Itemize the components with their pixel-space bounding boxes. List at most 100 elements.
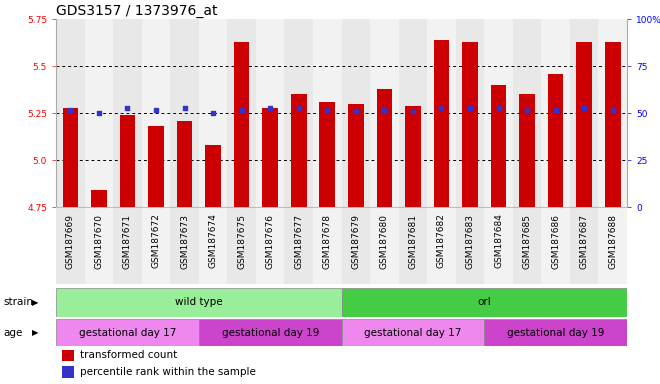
Bar [170,207,199,284]
Bar [427,207,455,284]
Point [322,106,333,113]
Bar [319,102,335,207]
Point [550,106,561,113]
Point [607,106,618,113]
Text: GSM187669: GSM187669 [66,214,75,268]
Text: GSM187674: GSM187674 [209,214,218,268]
Text: strain: strain [3,297,33,308]
Bar [262,108,278,207]
Bar [484,207,513,284]
Text: orl: orl [477,297,491,308]
Bar [284,207,313,284]
Bar [63,108,79,207]
Text: GSM187685: GSM187685 [523,214,531,268]
Text: GSM187679: GSM187679 [351,214,360,268]
Bar [148,126,164,207]
Bar [177,121,193,207]
Bar [427,19,455,207]
Text: GSM187675: GSM187675 [237,214,246,268]
Bar [313,19,342,207]
Point [465,104,475,111]
Bar [199,319,342,346]
Text: GSM187678: GSM187678 [323,214,332,268]
Bar [56,288,342,317]
Text: GSM187671: GSM187671 [123,214,132,268]
Text: GSM187682: GSM187682 [437,214,446,268]
Bar [599,207,627,284]
Text: GSM187684: GSM187684 [494,214,503,268]
Bar [399,207,427,284]
Text: GSM187676: GSM187676 [266,214,275,268]
Bar [342,207,370,284]
Bar [484,19,513,207]
Point [379,106,389,113]
Point [579,104,589,111]
Bar [119,115,135,207]
Bar [142,207,170,284]
Point [294,104,304,111]
Bar [513,207,541,284]
Text: GDS3157 / 1373976_at: GDS3157 / 1373976_at [56,4,218,18]
Text: age: age [3,328,22,338]
Bar [342,319,484,346]
Point [350,108,361,114]
Bar [570,19,599,207]
Bar [114,19,142,207]
Bar [142,19,170,207]
Bar [56,319,199,346]
Text: GSM187687: GSM187687 [579,214,589,268]
Bar [376,89,392,207]
Bar [405,106,421,207]
Bar [599,19,627,207]
Bar [91,190,107,207]
Bar [199,207,227,284]
Bar [370,19,399,207]
Text: wild type: wild type [175,297,222,308]
Point [150,106,161,113]
Bar [455,207,484,284]
Bar [541,19,570,207]
Text: gestational day 19: gestational day 19 [507,328,605,338]
Bar [205,145,221,207]
Bar [342,288,627,317]
Bar [256,19,284,207]
Text: GSM187673: GSM187673 [180,214,189,268]
Bar [348,104,364,207]
Point [493,104,504,111]
Bar [370,207,399,284]
Point [436,104,447,111]
Text: GSM187688: GSM187688 [609,214,617,268]
Bar [284,19,313,207]
Bar [56,207,84,284]
Text: GSM187683: GSM187683 [465,214,475,268]
Bar [570,207,599,284]
Point [408,108,418,114]
Bar [62,366,75,377]
Bar [519,94,535,207]
Text: GSM187680: GSM187680 [380,214,389,268]
Point [122,104,133,111]
Bar [548,74,564,207]
Bar [342,19,370,207]
Bar [399,19,427,207]
Bar [227,19,256,207]
Bar [170,19,199,207]
Bar [462,42,478,207]
Point [208,110,218,116]
Bar [234,42,249,207]
Bar [576,42,592,207]
Bar [434,40,449,207]
Text: ▶: ▶ [32,298,38,307]
Text: percentile rank within the sample: percentile rank within the sample [80,367,256,377]
Bar [56,19,84,207]
Bar [62,350,75,361]
Bar [84,19,114,207]
Text: GSM187670: GSM187670 [94,214,104,268]
Bar [227,207,256,284]
Text: gestational day 17: gestational day 17 [364,328,461,338]
Point [180,104,190,111]
Point [265,104,275,111]
Bar [313,207,342,284]
Text: transformed count: transformed count [80,350,178,360]
Bar [605,42,620,207]
